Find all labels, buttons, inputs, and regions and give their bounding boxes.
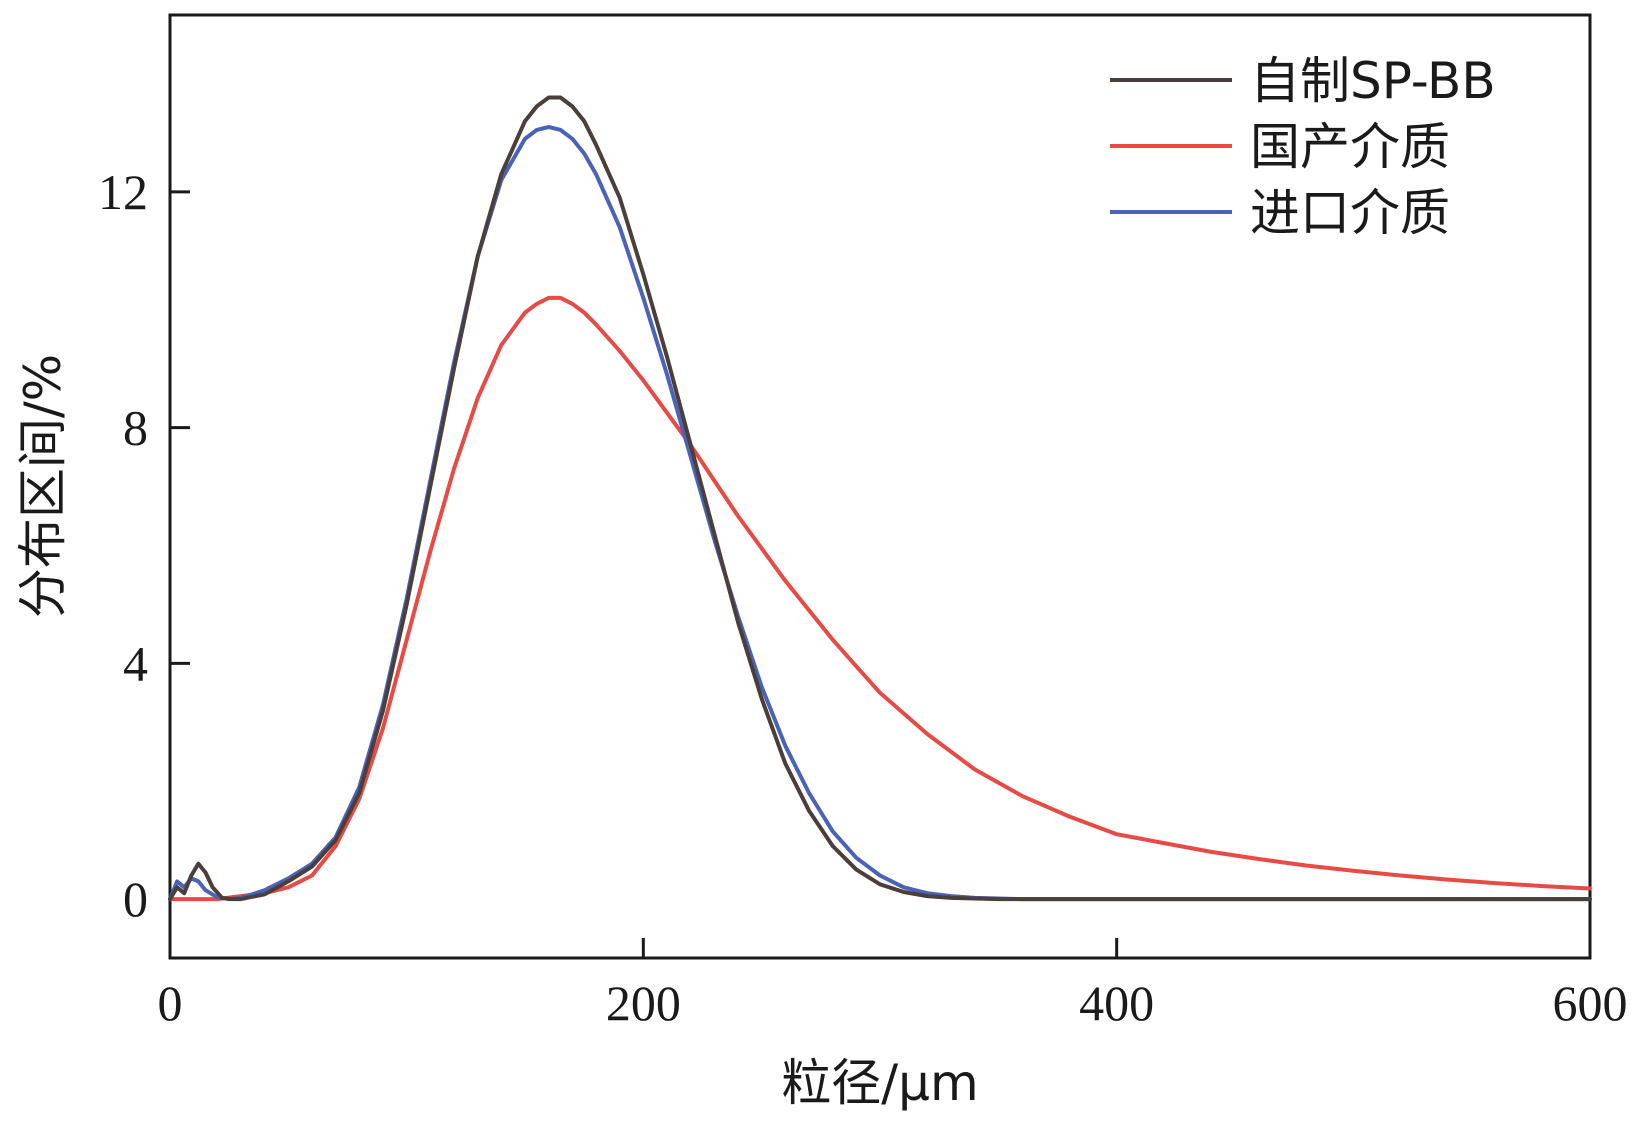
x-tick-label: 400 [1079,975,1154,1031]
plot-frame [168,13,1592,960]
x-axis: 0 200 400 600 [158,938,1628,1031]
y-tick-label: 0 [123,871,148,927]
y-axis: 0 4 8 12 [98,164,190,927]
x-axis-label: 粒径/μm [781,1054,978,1112]
x-tick-label: 0 [158,975,183,1031]
legend-label-2: 进口介质 [1250,184,1450,242]
legend-label-1: 国产介质 [1250,118,1450,176]
y-tick-label: 12 [98,164,148,220]
series-line-0 [168,95,1592,902]
series-lines [168,95,1592,902]
x-tick-label: 600 [1553,975,1628,1031]
series-line-1 [168,295,1592,902]
y-axis-label: 分布区间/% [14,354,72,618]
series-line-2 [168,125,1592,902]
y-tick-label: 4 [123,635,148,691]
x-tick-label: 200 [606,975,681,1031]
legend-label-0: 自制SP-BB [1250,52,1496,110]
y-tick-label: 8 [123,400,148,456]
